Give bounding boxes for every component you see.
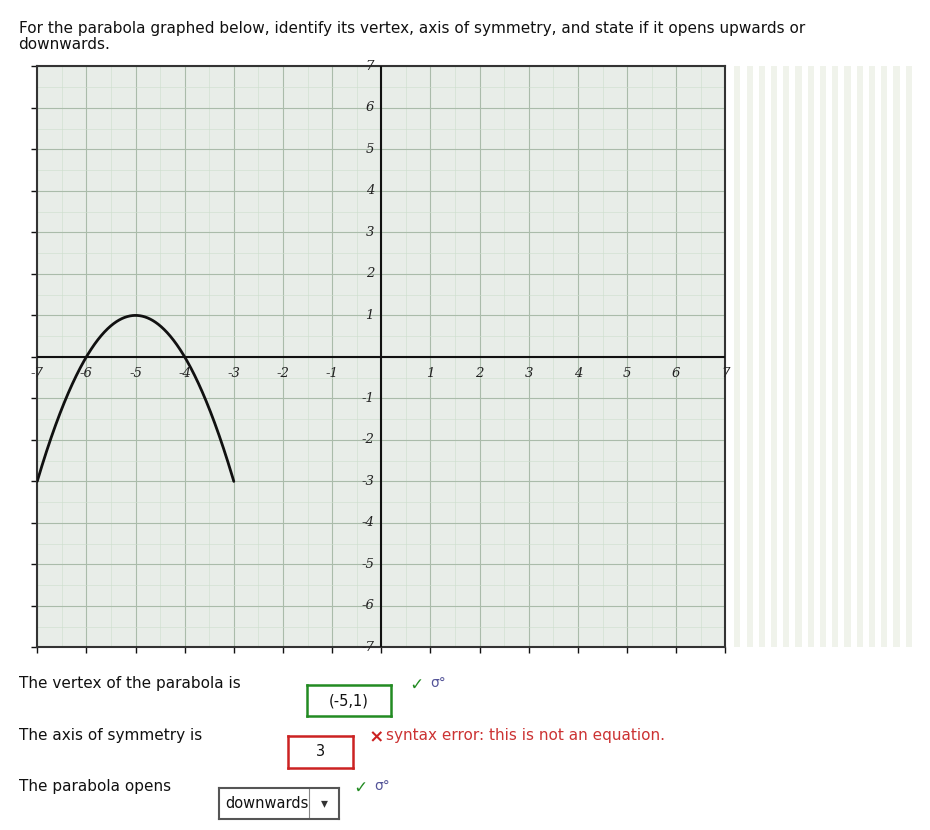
Text: -7: -7 xyxy=(31,367,44,380)
Text: 1: 1 xyxy=(426,367,434,380)
Text: σ°: σ° xyxy=(374,779,390,793)
Text: 1: 1 xyxy=(365,309,374,322)
Text: (-5,1): (-5,1) xyxy=(329,693,368,708)
Bar xyxy=(808,66,814,647)
Bar xyxy=(857,66,863,647)
Text: 7: 7 xyxy=(365,60,374,73)
Text: -6: -6 xyxy=(361,599,374,613)
Bar xyxy=(906,66,911,647)
Text: σ°: σ° xyxy=(431,676,446,691)
Bar xyxy=(894,66,899,647)
Text: -4: -4 xyxy=(179,367,191,380)
Bar xyxy=(795,66,802,647)
Text: 4: 4 xyxy=(574,367,582,380)
Text: 2: 2 xyxy=(475,367,484,380)
Text: ✓: ✓ xyxy=(349,779,368,798)
Text: 5: 5 xyxy=(365,143,374,156)
Bar xyxy=(783,66,790,647)
Bar xyxy=(820,66,826,647)
Text: ✓: ✓ xyxy=(405,676,424,695)
Bar xyxy=(844,66,851,647)
Text: 4: 4 xyxy=(365,184,374,198)
Text: syntax error: this is not an equation.: syntax error: this is not an equation. xyxy=(386,728,665,743)
Bar xyxy=(747,66,752,647)
Text: downwards: downwards xyxy=(225,796,309,811)
Text: -1: -1 xyxy=(326,367,339,380)
Text: -2: -2 xyxy=(361,433,374,447)
Text: -1: -1 xyxy=(361,392,374,405)
Text: -7: -7 xyxy=(361,641,374,654)
Text: -2: -2 xyxy=(276,367,289,380)
Bar xyxy=(832,66,838,647)
Text: 3: 3 xyxy=(525,367,533,380)
Text: -4: -4 xyxy=(361,516,374,530)
Text: 2: 2 xyxy=(365,267,374,281)
Text: -3: -3 xyxy=(228,367,240,380)
Text: downwards.: downwards. xyxy=(19,37,111,52)
Bar xyxy=(882,66,887,647)
Text: 5: 5 xyxy=(623,367,631,380)
Text: 7: 7 xyxy=(721,367,730,380)
Text: The parabola opens: The parabola opens xyxy=(19,779,171,794)
Bar xyxy=(771,66,777,647)
Text: The vertex of the parabola is: The vertex of the parabola is xyxy=(19,676,240,691)
Text: -3: -3 xyxy=(361,475,374,488)
Text: 3: 3 xyxy=(316,745,326,759)
Text: 6: 6 xyxy=(672,367,681,380)
Bar xyxy=(869,66,875,647)
Bar xyxy=(759,66,764,647)
Text: -6: -6 xyxy=(80,367,93,380)
Text: For the parabola graphed below, identify its vertex, axis of symmetry, and state: For the parabola graphed below, identify… xyxy=(19,21,804,36)
Text: -5: -5 xyxy=(361,558,374,571)
Text: 3: 3 xyxy=(365,226,374,239)
Text: ×: × xyxy=(363,728,384,746)
Text: ▾: ▾ xyxy=(322,797,328,810)
Text: 6: 6 xyxy=(365,101,374,115)
Bar xyxy=(735,66,740,647)
Text: The axis of symmetry is: The axis of symmetry is xyxy=(19,728,202,743)
Text: -5: -5 xyxy=(129,367,142,380)
